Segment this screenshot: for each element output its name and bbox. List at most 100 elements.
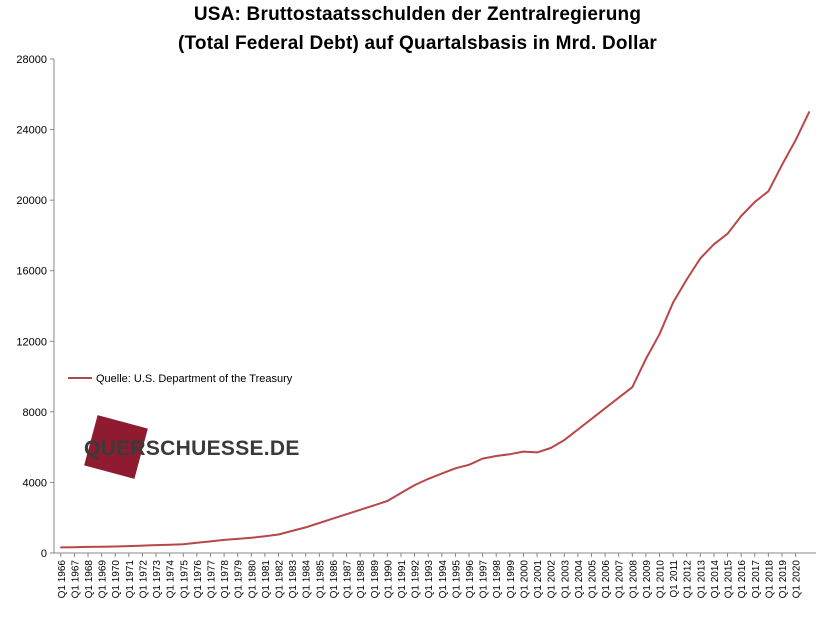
y-tick-label: 20000 <box>16 195 47 207</box>
y-tick-label: 16000 <box>16 266 47 278</box>
data-point <box>413 484 416 486</box>
data-point <box>631 386 634 388</box>
x-tick-label: Q1 1971 <box>125 560 136 599</box>
data-point <box>182 543 185 545</box>
x-tick-label: Q1 2000 <box>519 560 530 599</box>
x-tick-label: Q1 1996 <box>465 560 476 599</box>
x-tick-label: Q1 1970 <box>111 560 122 599</box>
data-point <box>168 543 171 546</box>
data-point <box>645 358 647 360</box>
data-point <box>522 450 525 453</box>
x-tick-label: Q1 2003 <box>560 560 571 599</box>
x-tick-label: Q1 2014 <box>710 560 721 599</box>
data-point <box>155 544 157 546</box>
y-tick-label: 8000 <box>23 407 47 419</box>
x-tick-label: Q1 1992 <box>411 560 422 599</box>
data-point <box>617 396 620 399</box>
x-tick-label: Q1 2017 <box>751 560 762 599</box>
data-point <box>291 530 293 532</box>
data-point <box>372 504 375 507</box>
x-tick-label: Q1 1989 <box>370 560 381 599</box>
data-point <box>223 539 225 541</box>
x-tick-label: Q1 1974 <box>166 560 177 599</box>
data-point <box>359 508 361 511</box>
x-tick-label: Q1 1997 <box>479 560 490 599</box>
data-point <box>332 517 334 520</box>
data-point <box>427 478 429 480</box>
y-axis: 0 4000 8000 12000 16000 20000 24000 28000 <box>16 54 55 560</box>
data-point <box>604 407 606 410</box>
x-tick-label: Q1 1979 <box>234 560 245 599</box>
x-tick-label: Q1 1978 <box>220 560 231 599</box>
data-point <box>549 447 552 449</box>
data-point <box>685 278 688 281</box>
data-point <box>87 546 89 548</box>
y-tick-label: 12000 <box>16 336 47 348</box>
x-tick-label: Q1 2002 <box>547 560 558 599</box>
series-group <box>60 111 811 549</box>
x-tick-label: Q1 1998 <box>492 560 503 599</box>
data-point <box>481 457 484 460</box>
legend: Quelle: U.S. Department of the Treasury <box>68 373 293 385</box>
x-tick-label: Q1 1982 <box>275 560 286 599</box>
data-point <box>73 546 76 548</box>
data-point <box>141 544 144 547</box>
x-tick-label: Q1 2010 <box>656 560 667 599</box>
x-tick-label: Q1 1999 <box>506 560 517 599</box>
x-tick-label: Q1 1969 <box>98 560 109 599</box>
data-point <box>495 455 498 457</box>
data-point <box>304 526 307 529</box>
data-point <box>100 545 103 548</box>
data-point <box>386 500 389 502</box>
data-point <box>740 215 742 217</box>
x-tick-label: Q1 2020 <box>792 560 803 599</box>
logo-square <box>84 415 148 479</box>
data-point <box>441 472 443 475</box>
x-tick-label: Q1 2007 <box>615 560 626 599</box>
data-point <box>209 540 212 543</box>
y-tick-label: 4000 <box>23 477 47 489</box>
x-tick-label: Q1 1972 <box>138 560 149 599</box>
data-point <box>781 164 783 166</box>
x-tick-label: Q1 1988 <box>356 560 367 599</box>
data-point <box>672 301 674 304</box>
data-point <box>454 467 457 470</box>
data-point <box>726 232 729 235</box>
x-tick-label: Q1 2013 <box>696 560 707 599</box>
x-tick-label: Q1 1993 <box>424 560 435 599</box>
x-tick-label: Q1 1984 <box>302 560 313 599</box>
x-tick-label: Q1 1975 <box>179 560 190 599</box>
x-tick-label: Q1 2018 <box>764 560 775 599</box>
data-point <box>277 533 280 536</box>
data-point <box>128 545 130 547</box>
x-tick-label: Q1 1985 <box>315 560 326 599</box>
x-tick-label: Q1 2015 <box>724 560 735 599</box>
querschuesse-logo: QUERSCHUESSE.DE <box>84 415 299 479</box>
data-point <box>468 463 470 466</box>
data-point <box>563 439 566 441</box>
data-point <box>577 428 579 431</box>
x-tick-label: Q1 2006 <box>601 560 612 599</box>
x-tick-label: Q1 2005 <box>587 560 598 599</box>
chart-subtitle: (Total Federal Debt) auf Quartalsbasis i… <box>178 33 657 54</box>
x-tick-label: Q1 1976 <box>193 560 204 599</box>
x-tick-label: Q1 2012 <box>683 560 694 599</box>
data-point <box>345 513 348 515</box>
data-point <box>767 190 770 193</box>
series-line <box>60 111 811 549</box>
x-tick-label: Q1 2008 <box>628 560 639 599</box>
y-tick-label: 0 <box>41 548 47 560</box>
x-tick-label: Q1 1986 <box>329 560 340 599</box>
x-tick-label: Q1 2016 <box>737 560 748 599</box>
x-tick-label: Q1 1980 <box>247 560 258 599</box>
x-tick-label: Q1 1966 <box>57 560 68 599</box>
data-point <box>536 451 538 454</box>
x-tick-label: Q1 2001 <box>533 560 544 599</box>
chart-title: USA: Bruttostaatsschulden der Zentralreg… <box>193 4 642 25</box>
x-tick-label: Q1 1987 <box>343 560 354 599</box>
data-point <box>509 453 511 456</box>
data-point <box>236 538 239 540</box>
data-point <box>250 537 253 539</box>
x-tick-label: Q1 2004 <box>574 560 585 599</box>
